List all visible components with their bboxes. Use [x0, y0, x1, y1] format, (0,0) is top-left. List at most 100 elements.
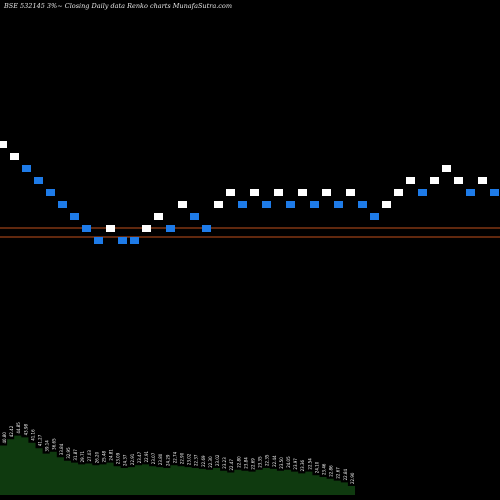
- volume-label: 23.97: [293, 458, 298, 470]
- down-brick: [130, 237, 139, 244]
- volume-label: 22.90: [350, 472, 355, 484]
- volume-label: 23.02: [187, 453, 192, 465]
- volume-label: 22.54: [307, 458, 312, 470]
- volume-label: 22.90: [180, 452, 185, 464]
- volume-label: 23.09: [116, 452, 121, 464]
- down-brick: [82, 225, 91, 232]
- down-brick: [46, 189, 55, 196]
- volume-label: 36.65: [52, 438, 57, 450]
- volume-label: 23.84: [243, 457, 248, 469]
- volume-label: 22.74: [172, 451, 177, 463]
- up-brick: [178, 201, 187, 208]
- down-brick: [58, 201, 67, 208]
- volume-label: 22.67: [336, 467, 341, 479]
- volume-label: 31.87: [73, 449, 78, 461]
- up-brick: [322, 189, 331, 196]
- up-brick: [10, 153, 19, 160]
- down-brick: [466, 189, 475, 196]
- volume-label: 29.71: [80, 450, 85, 462]
- volume-label: 23.47: [137, 451, 142, 463]
- down-brick: [286, 201, 295, 208]
- volume-label: 23.23: [222, 457, 227, 469]
- down-brick: [418, 189, 427, 196]
- volume-label: 22.30: [208, 456, 213, 468]
- volume-label: 42.42: [9, 425, 14, 437]
- reference-lines: [0, 227, 500, 238]
- volume-label: 23.50: [279, 457, 284, 469]
- volume-label: 22.47: [229, 459, 234, 471]
- down-brick: [190, 213, 199, 220]
- volume-label: 22.37: [194, 454, 199, 466]
- down-brick: [94, 237, 103, 244]
- up-brick: [346, 189, 355, 196]
- renko-bricks: [0, 141, 499, 244]
- volume-label: 22.80: [236, 456, 241, 468]
- volume-label: 22.84: [343, 468, 348, 480]
- down-brick: [34, 177, 43, 184]
- down-brick: [202, 225, 211, 232]
- up-brick: [226, 189, 235, 196]
- volume-label: 23.36: [300, 459, 305, 471]
- up-brick: [442, 165, 451, 172]
- volume-label: 22.69: [201, 455, 206, 467]
- volume-label: 24.29: [165, 454, 170, 466]
- volume-label: 24.10: [314, 461, 319, 473]
- up-brick: [394, 189, 403, 196]
- volume-label: 44.85: [16, 422, 21, 434]
- up-brick: [382, 201, 391, 208]
- volume-label: 22.35: [265, 454, 270, 466]
- down-brick: [70, 213, 79, 220]
- chart-title: BSE 532145 3%~ Closing Daily data Renko …: [4, 2, 232, 10]
- up-brick: [106, 225, 115, 232]
- down-brick: [310, 201, 319, 208]
- up-brick: [430, 177, 439, 184]
- volume-label: 23.35: [258, 456, 263, 468]
- volume-label: 23.07: [151, 452, 156, 464]
- down-brick: [262, 201, 271, 208]
- volume-label: 26.20: [94, 451, 99, 463]
- volume-label: 22.69: [251, 458, 256, 470]
- up-brick: [142, 225, 151, 232]
- down-brick: [22, 165, 31, 172]
- volume-label: 24.05: [286, 456, 291, 468]
- volume-label: 40.80: [2, 432, 7, 444]
- down-brick: [358, 201, 367, 208]
- volume-label: 43.98: [23, 423, 28, 435]
- down-brick: [238, 201, 247, 208]
- volume-label: 27.03: [87, 450, 92, 462]
- volume-label: 22.44: [272, 455, 277, 467]
- up-brick: [214, 201, 223, 208]
- volume-label: 22.91: [130, 453, 135, 465]
- volume-label: 23.46: [322, 463, 327, 475]
- volume-label: 24.37: [123, 454, 128, 466]
- up-brick: [406, 177, 415, 184]
- up-brick: [274, 189, 283, 196]
- volume-label: 25.48: [101, 450, 106, 462]
- down-brick: [370, 213, 379, 220]
- volume-label: 39.14: [45, 440, 50, 452]
- volume-series: [0, 435, 355, 495]
- volume-area: [0, 435, 355, 495]
- volume-label: 22.91: [144, 450, 149, 462]
- volume-label: 41.27: [38, 434, 43, 446]
- volume-label: 41.16: [30, 429, 35, 441]
- down-brick: [166, 225, 175, 232]
- volume-label: 24.81: [109, 449, 114, 461]
- volume-label: 32.95: [66, 447, 71, 459]
- up-brick: [478, 177, 487, 184]
- down-brick: [334, 201, 343, 208]
- up-brick: [250, 189, 259, 196]
- down-brick: [118, 237, 127, 244]
- volume-label: 33.84: [59, 443, 64, 455]
- volume-label: 22.86: [329, 465, 334, 477]
- up-brick: [454, 177, 463, 184]
- up-brick: [298, 189, 307, 196]
- volume-label: 23.02: [215, 454, 220, 466]
- up-brick: [154, 213, 163, 220]
- up-brick: [0, 141, 7, 148]
- volume-label: 23.80: [158, 453, 163, 465]
- down-brick: [490, 189, 499, 196]
